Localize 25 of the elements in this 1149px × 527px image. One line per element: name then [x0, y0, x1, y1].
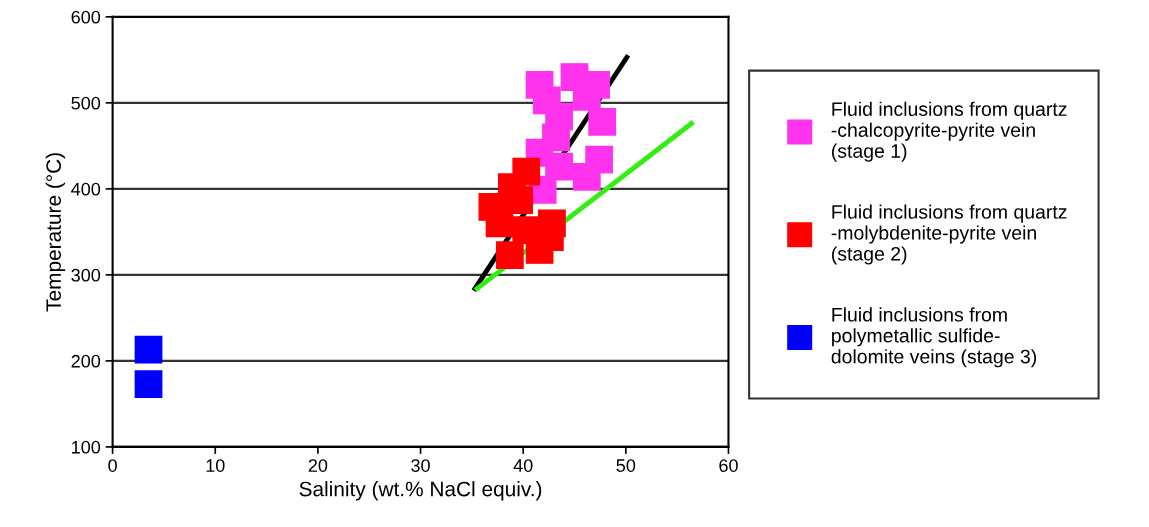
x-tick-label: 0 [108, 459, 117, 472]
point [134, 370, 163, 399]
y-tick-label: 100 [72, 440, 101, 454]
point [134, 335, 163, 364]
y-tick-label: 300 [71, 268, 101, 282]
x-tick-label: 10 [206, 459, 225, 472]
x-tick-label: 20 [308, 459, 328, 472]
legend-label: Fluid inclusions from polymetallic sulfide- dolomite veins (stage 3) [831, 307, 1037, 368]
point [495, 241, 524, 269]
x-axis-title: Salinity (wt.% NaCl equiv.) [299, 481, 542, 501]
point [572, 162, 601, 191]
point [545, 152, 573, 181]
point [505, 186, 533, 214]
y-tick-label: 600 [71, 10, 101, 24]
y-axis-title: Temperature (°C) [45, 153, 66, 312]
legend-label: Fluid inclusions from quartz -chalcopyrite-pyrite vein (stage 1) [831, 101, 1067, 162]
point [588, 107, 617, 136]
x-tick-label: 50 [616, 459, 636, 472]
x-tick-label: 30 [411, 459, 430, 472]
y-tick-label: 500 [71, 96, 101, 110]
x-tick-label: 40 [513, 459, 533, 472]
y-tick-label: 200 [71, 354, 101, 368]
y-tick-label: 400 [71, 182, 101, 196]
legend-label: Fluid inclusions from quartz -molybdenite-pyrite vein (stage 2) [831, 204, 1067, 265]
x-tick-label: 60 [719, 459, 738, 472]
